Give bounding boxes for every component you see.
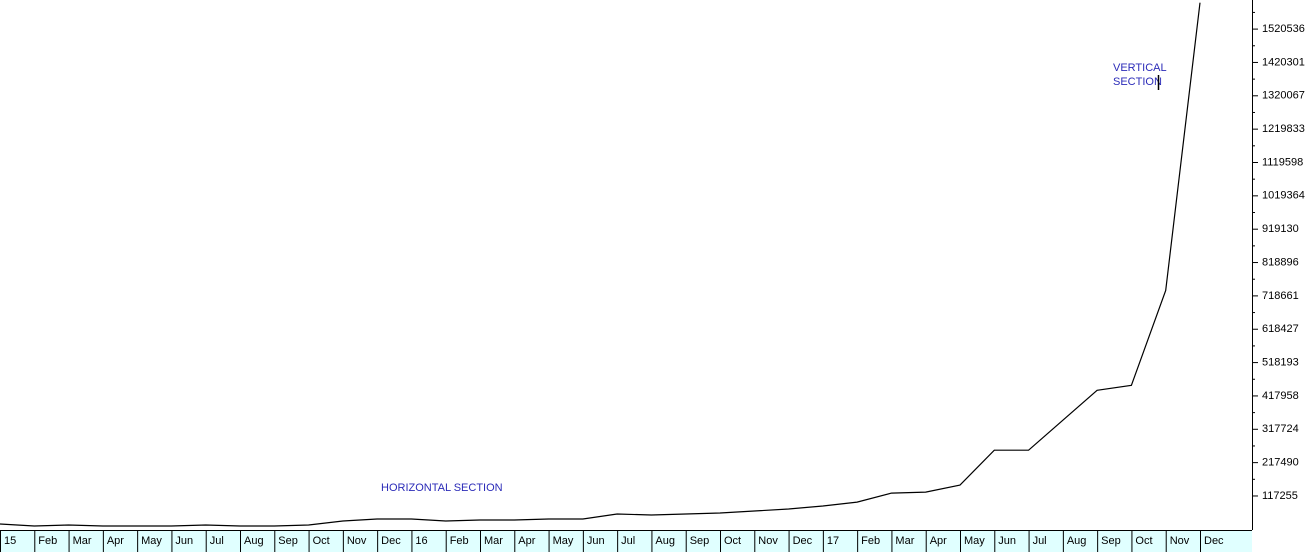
x-tick-label: May: [141, 535, 162, 547]
y-tick-label: 1520536: [1262, 23, 1305, 35]
x-tick-label: Jul: [621, 535, 635, 547]
x-tick-label: Dec: [793, 535, 813, 547]
x-tick-label: Sep: [278, 535, 298, 547]
x-tick-label: Mar: [484, 535, 503, 547]
x-tick-label: Mar: [73, 535, 92, 547]
x-tick-label: May: [964, 535, 985, 547]
x-tick-label: Jun: [175, 535, 193, 547]
x-tick-label: Aug: [655, 535, 675, 547]
x-tick-label: Feb: [861, 535, 880, 547]
x-tick-label: Nov: [1170, 535, 1190, 547]
y-tick-label: 417958: [1262, 390, 1299, 402]
y-tick-label: 117255: [1262, 490, 1298, 502]
x-tick-label: Nov: [347, 535, 367, 547]
x-tick-label: 17: [827, 535, 839, 547]
x-tick-label: Aug: [244, 535, 264, 547]
x-tick-label: Jun: [998, 535, 1016, 547]
x-tick-label: Aug: [1067, 535, 1087, 547]
x-tick-label: Apr: [930, 535, 947, 547]
annotation: HORIZONTAL SECTION: [381, 482, 503, 494]
x-tick-label: Dec: [1204, 535, 1224, 547]
x-tick-label: Oct: [313, 535, 330, 547]
x-tick-label: Sep: [690, 535, 710, 547]
x-tick-label: Jul: [1033, 535, 1047, 547]
x-tick-label: Feb: [38, 535, 57, 547]
y-tick-label: 1219833: [1262, 123, 1305, 135]
x-tick-label: Nov: [758, 535, 778, 547]
y-tick-label: 1019364: [1262, 190, 1305, 202]
y-tick-label: 317724: [1262, 423, 1299, 435]
x-axis-band: [0, 530, 1252, 552]
y-tick-label: 518193: [1262, 356, 1299, 368]
price-line: [0, 2, 1201, 527]
x-tick-label: Jul: [210, 535, 224, 547]
x-tick-label: Feb: [450, 535, 469, 547]
x-tick-label: Sep: [1101, 535, 1121, 547]
x-tick-label: 16: [415, 535, 427, 547]
y-tick-label: 618427: [1262, 323, 1299, 335]
x-tick-label: Dec: [381, 535, 401, 547]
y-tick-label: 1320067: [1262, 90, 1305, 102]
x-tick-label: Apr: [107, 535, 124, 547]
x-tick-label: Jun: [587, 535, 605, 547]
x-tick-label: Oct: [1135, 535, 1152, 547]
x-tick-label: Mar: [895, 535, 914, 547]
x-tick-label: Oct: [724, 535, 741, 547]
x-tick-label: Apr: [518, 535, 535, 547]
annotation: VERTICAL: [1113, 62, 1167, 74]
y-tick-label: 217490: [1262, 457, 1299, 469]
annotation: SECTION: [1113, 76, 1162, 88]
y-tick-label: 1420301: [1262, 56, 1305, 68]
y-tick-label: 1119598: [1262, 156, 1303, 168]
y-tick-label: 919130: [1262, 223, 1299, 235]
y-tick-label: 818896: [1262, 256, 1299, 268]
y-tick-label: 718661: [1262, 290, 1299, 302]
x-tick-label: 15: [4, 535, 16, 547]
x-tick-label: May: [553, 535, 574, 547]
